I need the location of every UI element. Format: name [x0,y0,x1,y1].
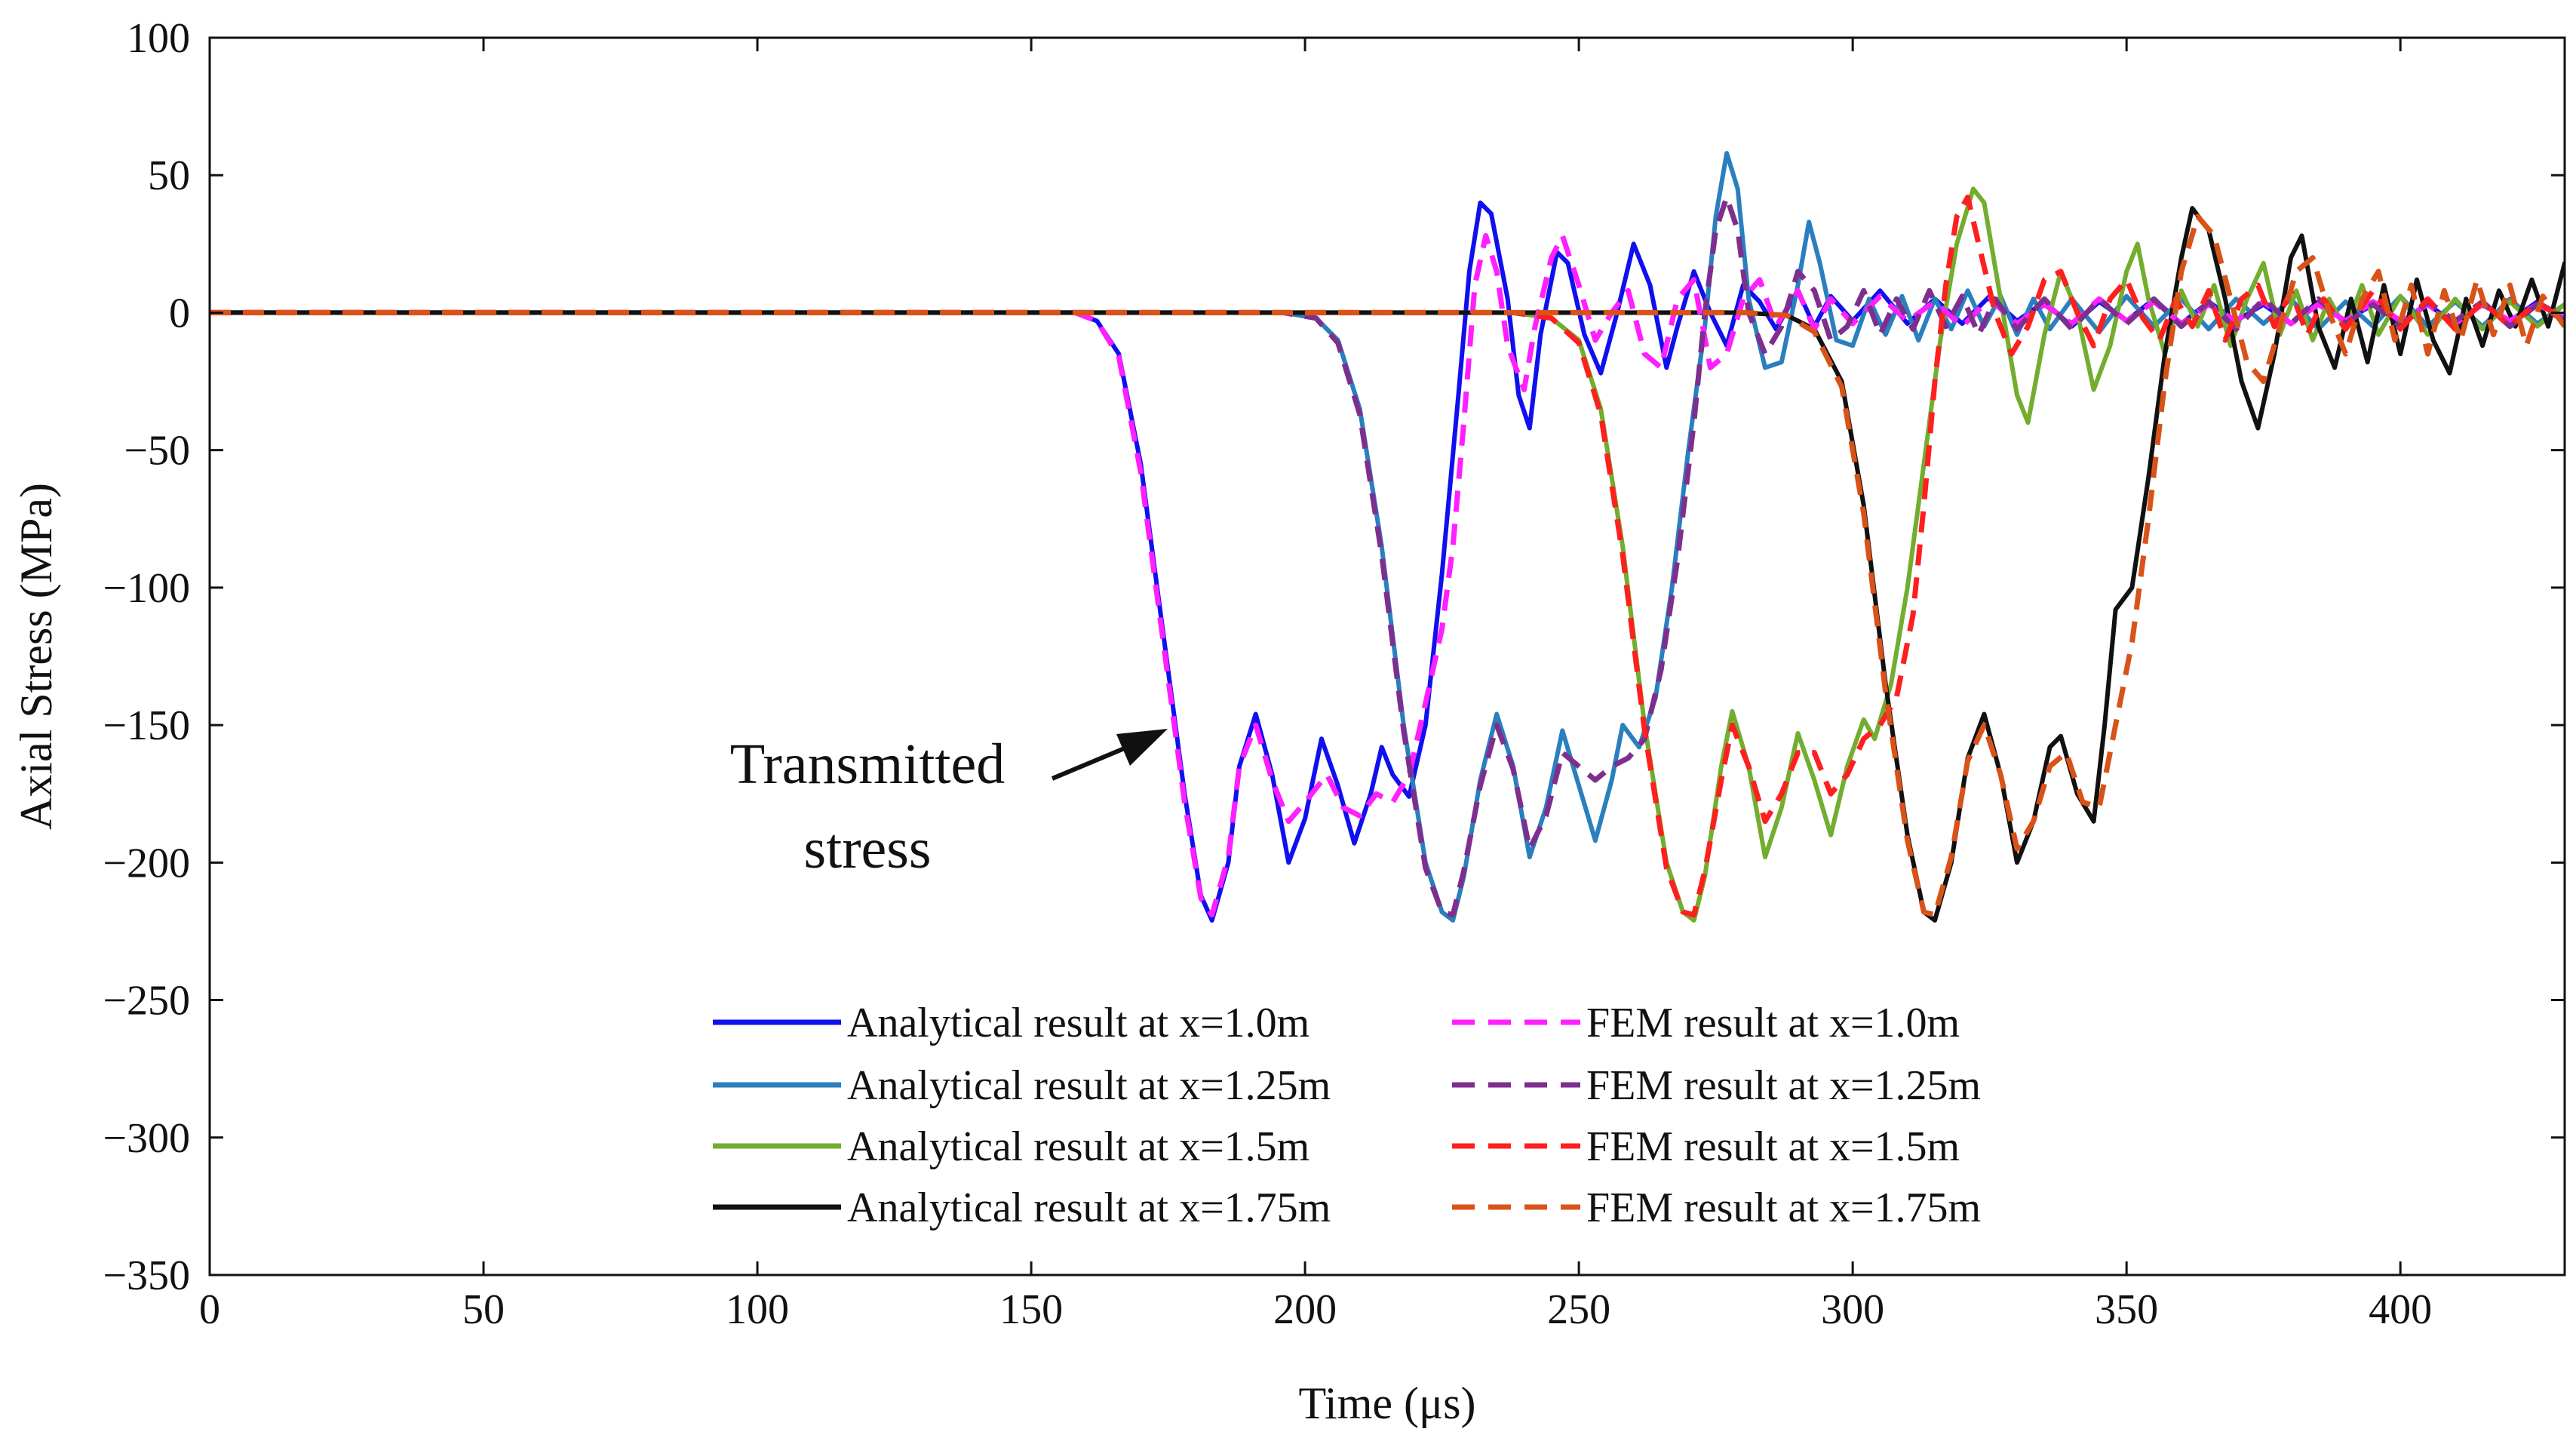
x-tick-label: 100 [726,1286,789,1333]
ticks-layer: 0 50 100 150 200 250 300 350 400 100 50 0 −50 −100 −15… [103,15,2565,1333]
series-line-8 [210,214,2565,918]
legend-label-4: Analytical result at x=1.75m [847,1184,1331,1231]
x-tick-label: 350 [2095,1286,2158,1333]
legend: Analytical result at x=1.0m Analytical re… [713,1000,1981,1231]
plot-frame [208,36,2566,1277]
y-tick-label: 100 [127,15,190,62]
x-tick-label: 300 [1821,1286,1884,1333]
series-line-5 [210,232,2565,918]
y-tick-label: 0 [169,290,190,336]
y-tick-label: −250 [103,978,190,1025]
series-layer [210,151,2565,923]
annotation-text-line1: Transmitted [730,733,1006,796]
annotation-arrow-shaft [1051,743,1133,781]
x-tick-label: 150 [999,1286,1063,1333]
y-tick-label: −100 [103,565,190,612]
x-tick-label: 0 [199,1286,220,1333]
y-tick-label: −200 [103,840,190,886]
legend-label-2: Analytical result at x=1.25m [847,1062,1331,1109]
legend-label-1: Analytical result at x=1.0m [847,1000,1309,1046]
legend-label-7: FEM result at x=1.5m [1586,1123,1960,1170]
annotation: Transmitted stress [730,729,1168,880]
legend-label-6: FEM result at x=1.25m [1586,1062,1981,1109]
legend-label-3: Analytical result at x=1.5m [847,1123,1309,1170]
x-tick-label: 400 [2369,1286,2432,1333]
legend-label-8: FEM result at x=1.75m [1586,1184,1981,1231]
y-tick-label: −300 [103,1115,190,1162]
y-tick-label: −50 [124,428,190,475]
x-tick-label: 250 [1547,1286,1610,1333]
series-line-7 [210,194,2565,918]
series-line-2 [210,151,2565,923]
x-axis-title: Time (μs) [1299,1378,1476,1428]
y-tick-label: −350 [103,1252,190,1299]
y-axis-title: Axial Stress (MPa) [11,483,61,830]
x-tick-label: 200 [1273,1286,1337,1333]
y-tick-label: −150 [103,702,190,749]
annotation-arrowhead [1116,729,1168,766]
y-tick-label: 50 [148,152,190,199]
x-tick-label: 50 [462,1286,505,1333]
legend-label-5: FEM result at x=1.0m [1586,1000,1960,1046]
annotation-text-line2: stress [804,817,932,880]
